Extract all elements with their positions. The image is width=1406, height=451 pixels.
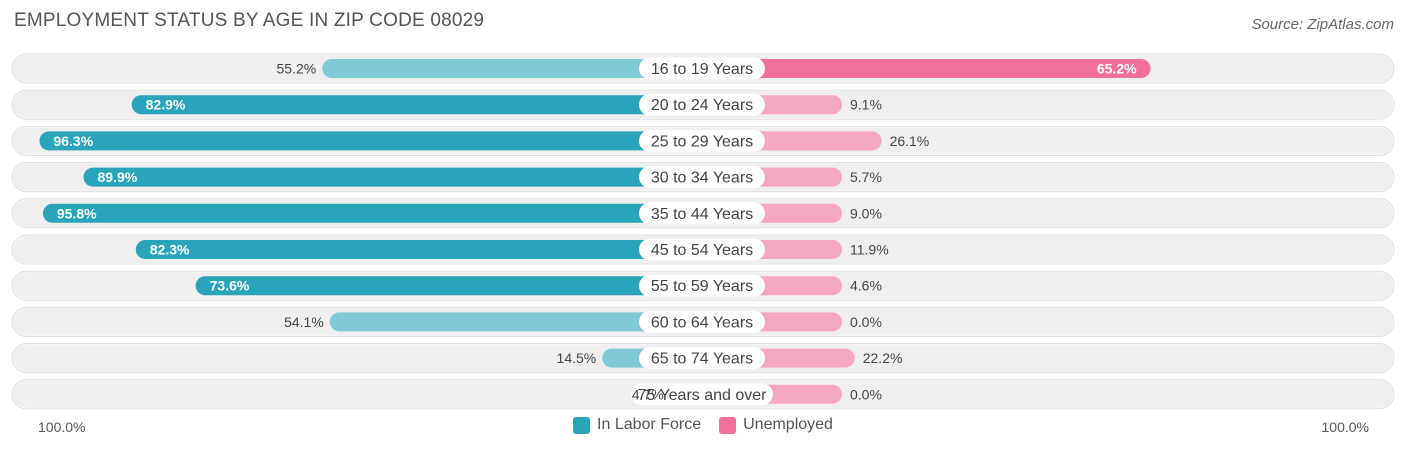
value-label-labor-force: 82.3% <box>150 242 190 258</box>
category-label: 60 to 64 Years <box>651 314 753 331</box>
category-label: 75 Years and over <box>638 387 768 404</box>
bar-labor-force <box>39 131 703 151</box>
bar-labor-force <box>195 276 702 296</box>
category-pill <box>639 274 765 297</box>
chart-title: EMPLOYMENT STATUS BY AGE IN ZIP CODE 080… <box>14 10 485 31</box>
value-label-unemployed: 11.9% <box>850 242 889 258</box>
bar-labor-force <box>131 95 702 115</box>
category-pill <box>631 383 773 406</box>
value-label-unemployed: 22.2% <box>863 350 903 366</box>
category-label: 25 to 29 Years <box>651 133 753 150</box>
category-pill <box>639 129 765 152</box>
category-label: 65 to 74 Years <box>651 351 753 368</box>
bar-unemployed <box>702 59 1151 78</box>
category-label: 30 to 34 Years <box>651 170 753 187</box>
legend-label-labor-force: In Labor Force <box>597 416 702 433</box>
value-label-unemployed: 9.1% <box>850 97 882 113</box>
bar-labor-force <box>135 240 702 259</box>
category-label: 45 to 54 Years <box>651 242 753 259</box>
value-label-unemployed: 0.0% <box>850 386 882 402</box>
category-pill <box>639 347 765 370</box>
legend-swatch-unemployed <box>719 416 737 434</box>
category-pill <box>639 238 765 261</box>
source-label: Source: ZipAtlas.com <box>1251 16 1394 33</box>
category-label: 55 to 59 Years <box>651 278 753 295</box>
value-label-labor-force: 96.3% <box>53 133 93 149</box>
legend-swatch-labor-force <box>573 416 591 434</box>
legend: In Labor Force Unemployed <box>0 416 1406 434</box>
value-label-unemployed: 4.6% <box>850 278 882 294</box>
value-label-labor-force: 14.5% <box>557 350 597 366</box>
value-label-labor-force: 54.1% <box>284 314 324 330</box>
category-pill <box>639 202 765 225</box>
legend-item-unemployed[interactable]: Unemployed <box>719 416 833 434</box>
value-label-unemployed: 5.7% <box>850 169 882 185</box>
bar-labor-force <box>329 312 702 332</box>
category-pill <box>639 93 765 116</box>
bar-labor-force <box>83 167 703 187</box>
value-label-labor-force: 55.2% <box>277 61 317 77</box>
category-pill <box>639 57 765 80</box>
category-label: 35 to 44 Years <box>651 206 753 223</box>
category-label: 20 to 24 Years <box>651 97 753 114</box>
axis-right-label: 100.0% <box>1321 419 1369 435</box>
value-label-unemployed: 65.2% <box>1097 61 1137 77</box>
value-label-unemployed: 26.1% <box>890 133 930 149</box>
value-label-labor-force: 82.9% <box>146 97 186 113</box>
legend-label-unemployed: Unemployed <box>743 416 833 433</box>
category-pill <box>639 310 765 333</box>
category-pill <box>639 166 765 189</box>
value-label-labor-force: 89.9% <box>97 169 137 185</box>
value-label-labor-force: 95.8% <box>57 205 97 221</box>
value-label-labor-force: 4.7% <box>632 386 664 402</box>
value-label-unemployed: 0.0% <box>850 314 882 330</box>
axis-left-label: 100.0% <box>38 419 86 435</box>
legend-item-labor-force[interactable]: In Labor Force <box>573 416 701 434</box>
value-label-unemployed: 9.0% <box>850 205 882 221</box>
bar-labor-force <box>42 203 703 223</box>
category-label: 16 to 19 Years <box>651 61 753 78</box>
bar-labor-force <box>322 59 702 78</box>
value-label-labor-force: 73.6% <box>210 278 250 294</box>
